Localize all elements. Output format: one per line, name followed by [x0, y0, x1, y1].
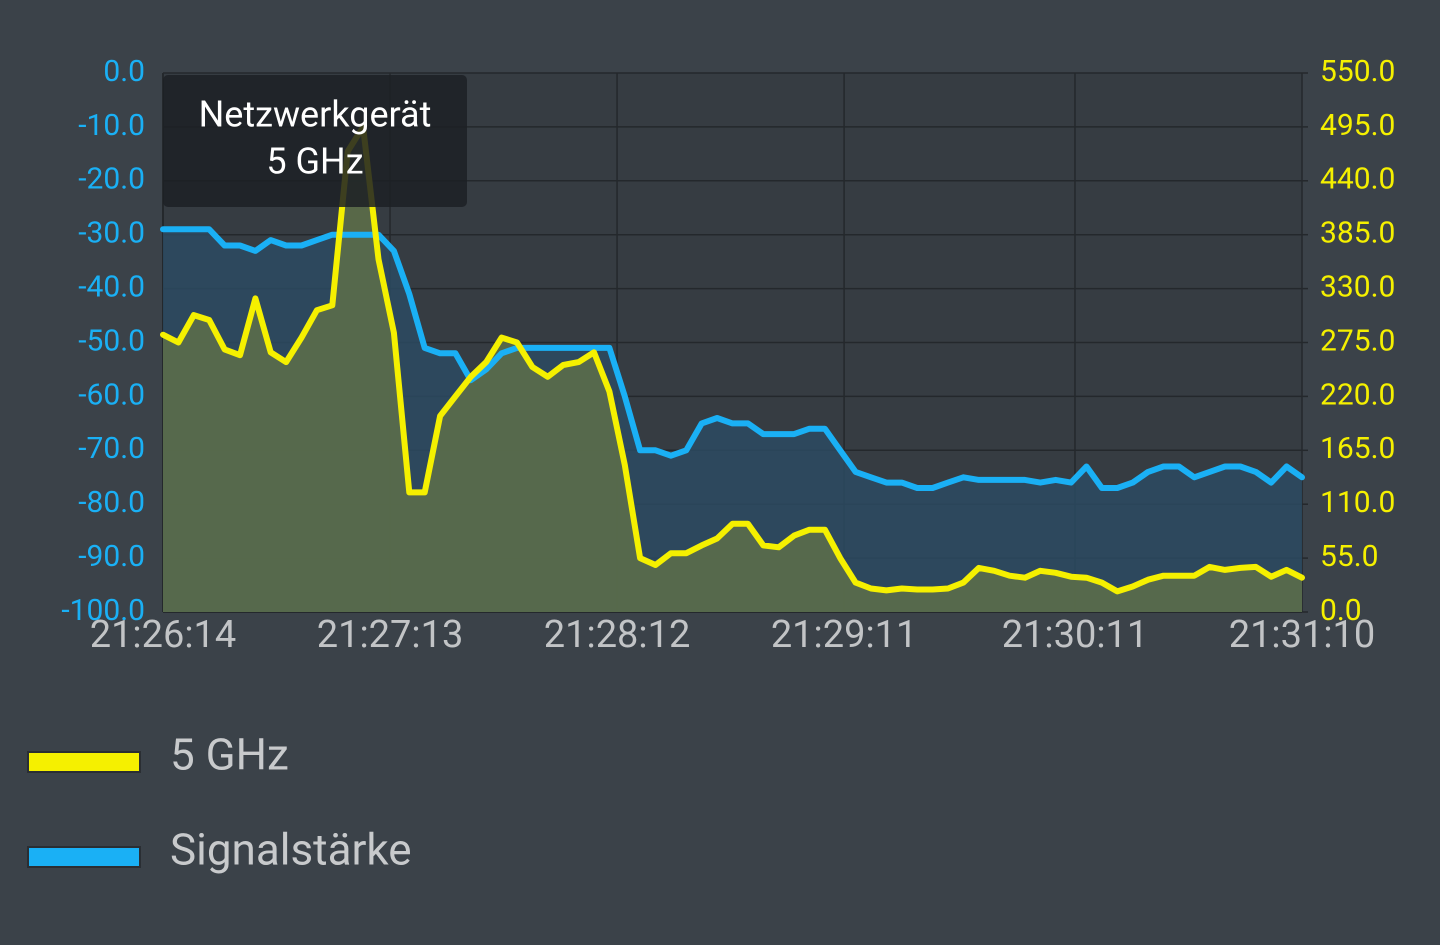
- x-tick-label: 21:30:11: [1002, 613, 1149, 657]
- y2-tick-label: 440.0: [1320, 162, 1395, 197]
- legend: 5 GHz Signalstärke: [27, 729, 412, 876]
- y-tick-label: -10.0: [78, 108, 145, 143]
- tooltip-title: Netzwerkgerät: [199, 94, 432, 136]
- y-tick-label: -90.0: [78, 539, 145, 574]
- y-tick-label: -80.0: [78, 485, 145, 520]
- y2-tick-label: 0.0: [1320, 593, 1362, 628]
- y-tick-label: -40.0: [78, 270, 145, 305]
- y-tick-label: -60.0: [78, 377, 145, 412]
- x-tick-label: 21:29:11: [771, 613, 918, 657]
- y-tick-label: -50.0: [78, 323, 145, 358]
- area: [163, 126, 1302, 613]
- labels: 0.0 -10.0 -20.0 -30.0 -40.0 -50.0 -60.0 -70.0 -8…: [61, 54, 1395, 657]
- legend-swatch: [27, 751, 141, 773]
- tooltip: Netzwerkgerät 5 GHz: [163, 75, 467, 207]
- y2-tick-label: 275.0: [1320, 323, 1395, 358]
- x-tick-label: 21:28:12: [544, 613, 691, 657]
- x-tick-label: 21:26:14: [90, 613, 237, 657]
- line: [160, 226, 1305, 491]
- x-tick-label: 21:27:13: [317, 613, 464, 657]
- tooltip-subtitle: 5 GHz: [266, 141, 363, 183]
- y2-tick-label: 220.0: [1320, 377, 1395, 412]
- legend-label: Signalstärke: [170, 824, 412, 876]
- y-tick-label: -20.0: [78, 162, 145, 197]
- tooltip-box: [163, 75, 467, 207]
- y2-tick-label: 165.0: [1320, 431, 1395, 466]
- x-tick-label: 21:31:10: [1229, 613, 1376, 657]
- legend-swatch: [27, 846, 141, 868]
- areas: [163, 126, 1302, 613]
- y2-tick-label: 550.0: [1320, 54, 1395, 89]
- y2-tick-label: 385.0: [1320, 216, 1395, 251]
- y2-tick-label: 55.0: [1320, 539, 1379, 574]
- y2-tick-label: 110.0: [1320, 485, 1395, 520]
- y-tick-label: -30.0: [78, 216, 145, 251]
- y2-tick-label: 495.0: [1320, 108, 1395, 143]
- legend-label: 5 GHz: [170, 729, 289, 781]
- y-tick-label: -100.0: [61, 593, 145, 628]
- y-tick-label: 0.0: [103, 54, 145, 89]
- y2-tick-label: 330.0: [1320, 270, 1395, 305]
- y-tick-label: -70.0: [78, 431, 145, 466]
